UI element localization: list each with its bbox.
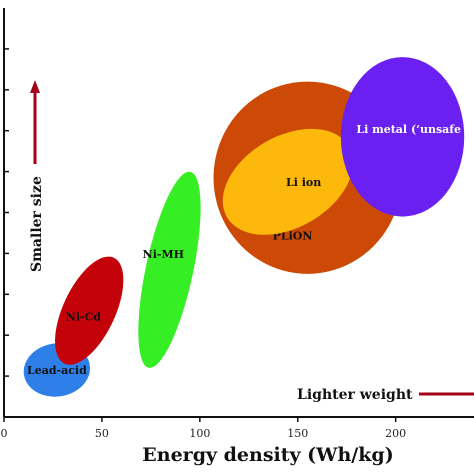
x-tick-label: 100 <box>189 427 210 440</box>
x-tick-label: 150 <box>287 427 308 440</box>
region-plion-label: PLiON <box>273 229 313 242</box>
ticks-layer: 0 50 100 150 200 <box>1 48 406 440</box>
region-lead-acid-label: Lead-acid <box>27 364 87 377</box>
region-ni-cd-shape <box>55 256 124 365</box>
regions-layer: Lead-acid Ni-Cd Ni-MH PLiON Li ion Li metal (… <box>23 57 465 397</box>
region-li-metal-unsafe-label: Li metal (‘unsafe <box>356 123 461 136</box>
annotation-layer: Smaller size Lighter weight <box>29 80 474 403</box>
x-axis-title: Energy density (Wh/kg) <box>142 444 393 466</box>
region-li-ion: Li ion <box>222 128 354 235</box>
smaller-size-label: Smaller size <box>29 176 45 272</box>
lighter-weight-label: Lighter weight <box>297 387 413 403</box>
x-tick-label: 0 <box>1 427 8 440</box>
region-ni-mh-shape <box>138 171 201 368</box>
region-li-ion-label: Li ion <box>286 176 321 189</box>
x-tick-label: 50 <box>95 427 109 440</box>
smaller-size-arrow-head <box>30 80 40 93</box>
region-ni-cd-label: Ni-Cd <box>66 310 102 323</box>
region-ni-cd: Ni-Cd <box>55 256 124 365</box>
region-li-metal-unsafe-shape <box>340 57 465 217</box>
region-ni-mh: Ni-MH <box>138 171 201 368</box>
x-tick-label: 200 <box>385 427 406 440</box>
region-ni-mh-label: Ni-MH <box>143 248 184 261</box>
region-li-ion-shape <box>222 128 354 235</box>
region-li-metal-unsafe: Li metal (‘unsafe <box>340 57 465 217</box>
